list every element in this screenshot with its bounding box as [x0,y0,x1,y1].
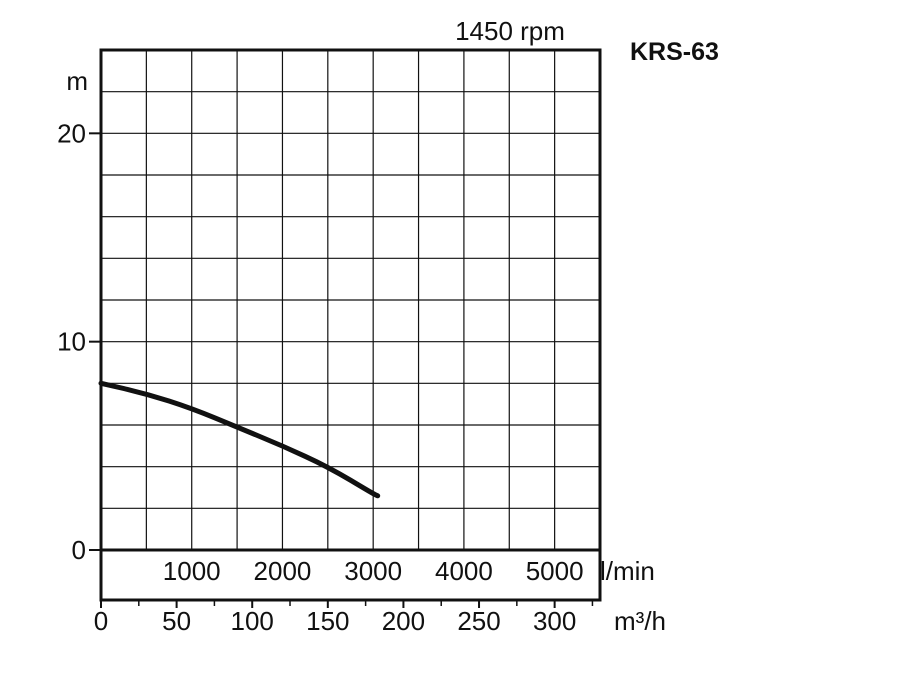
x-secondary-tick-label: 50 [162,606,191,636]
ticks-layer: 0 10 20 1000 2000 3000 4000 5000 0 50 100 150 200 250… [57,118,594,636]
series-line-head-curve [98,380,381,499]
x-secondary-tick-label: 250 [457,606,500,636]
grid [101,50,600,550]
x-secondary-tick-label: 200 [382,606,425,636]
x-secondary-tick-label: 300 [533,606,576,636]
x-secondary-tick-label: 0 [94,606,108,636]
x-axis-primary-label: l/min [600,556,655,586]
y-tick-label: 20 [57,118,86,148]
y-tick-label: 0 [72,535,86,565]
x-primary-tick-label: 4000 [435,556,493,586]
y-axis-label: m [66,66,88,96]
x-primary-tick-label: 2000 [254,556,312,586]
y-tick-label: 10 [57,327,86,357]
x-secondary-tick-label: 150 [306,606,349,636]
x-primary-tick-label: 3000 [344,556,402,586]
x-secondary-tick-label: 100 [231,606,274,636]
x-primary-tick-label: 5000 [526,556,584,586]
chart-title: KRS-63 [630,38,719,66]
subtitle: 1450 rpm [455,16,565,46]
series-layer [98,380,381,499]
x-axis-secondary-label: m³/h [614,606,666,636]
x-primary-tick-label: 1000 [163,556,221,586]
primary-axis-band [99,548,602,602]
